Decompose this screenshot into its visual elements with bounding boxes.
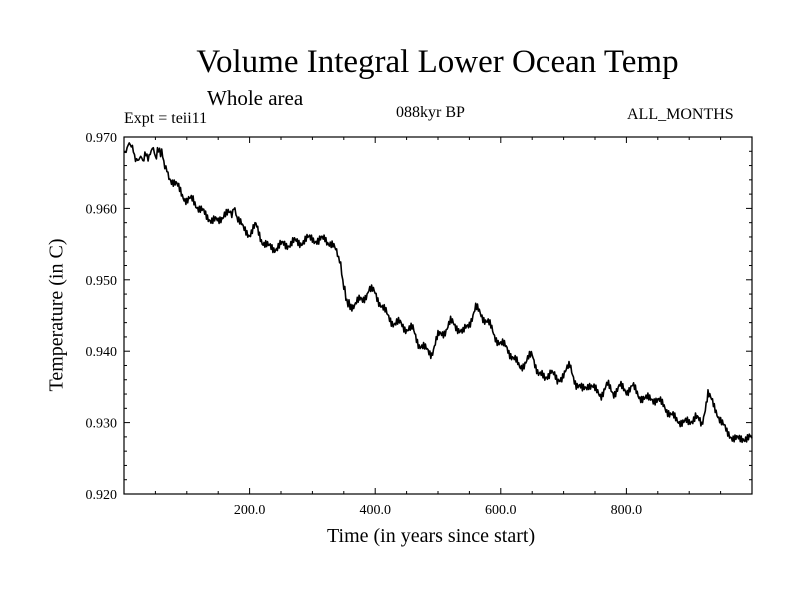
x-tick-label: 200.0 [234, 503, 266, 518]
y-tick-label: 0.970 [86, 131, 118, 146]
y-tick-label: 0.940 [86, 345, 118, 360]
y-tick-label: 0.960 [86, 202, 118, 217]
period-label: 088kyr BP [396, 104, 465, 121]
y-tick-label: 0.920 [86, 488, 118, 503]
y-tick-label: 0.950 [86, 274, 118, 289]
x-axis-label: Time (in years since start) [327, 525, 536, 547]
chart-title: Volume Integral Lower Ocean Temp [196, 44, 679, 80]
x-tick-label: 400.0 [359, 503, 391, 518]
axis-ticks [124, 136, 752, 495]
chart-subtitle: Whole area [207, 86, 304, 110]
plot-frame [123, 136, 753, 495]
y-tick-label: 0.930 [86, 417, 118, 432]
x-tick-label: 800.0 [611, 503, 643, 518]
experiment-label: Expt = teii11 [124, 110, 208, 127]
months-label: ALL_MONTHS [627, 106, 734, 123]
series-layer [123, 142, 753, 444]
temperature-series-line [123, 142, 753, 444]
x-tick-label: 600.0 [485, 503, 517, 518]
axis-tick-labels: 200.0 400.0 600.0 800.0 0.920 0.930 0.940 0.950… [86, 131, 643, 518]
